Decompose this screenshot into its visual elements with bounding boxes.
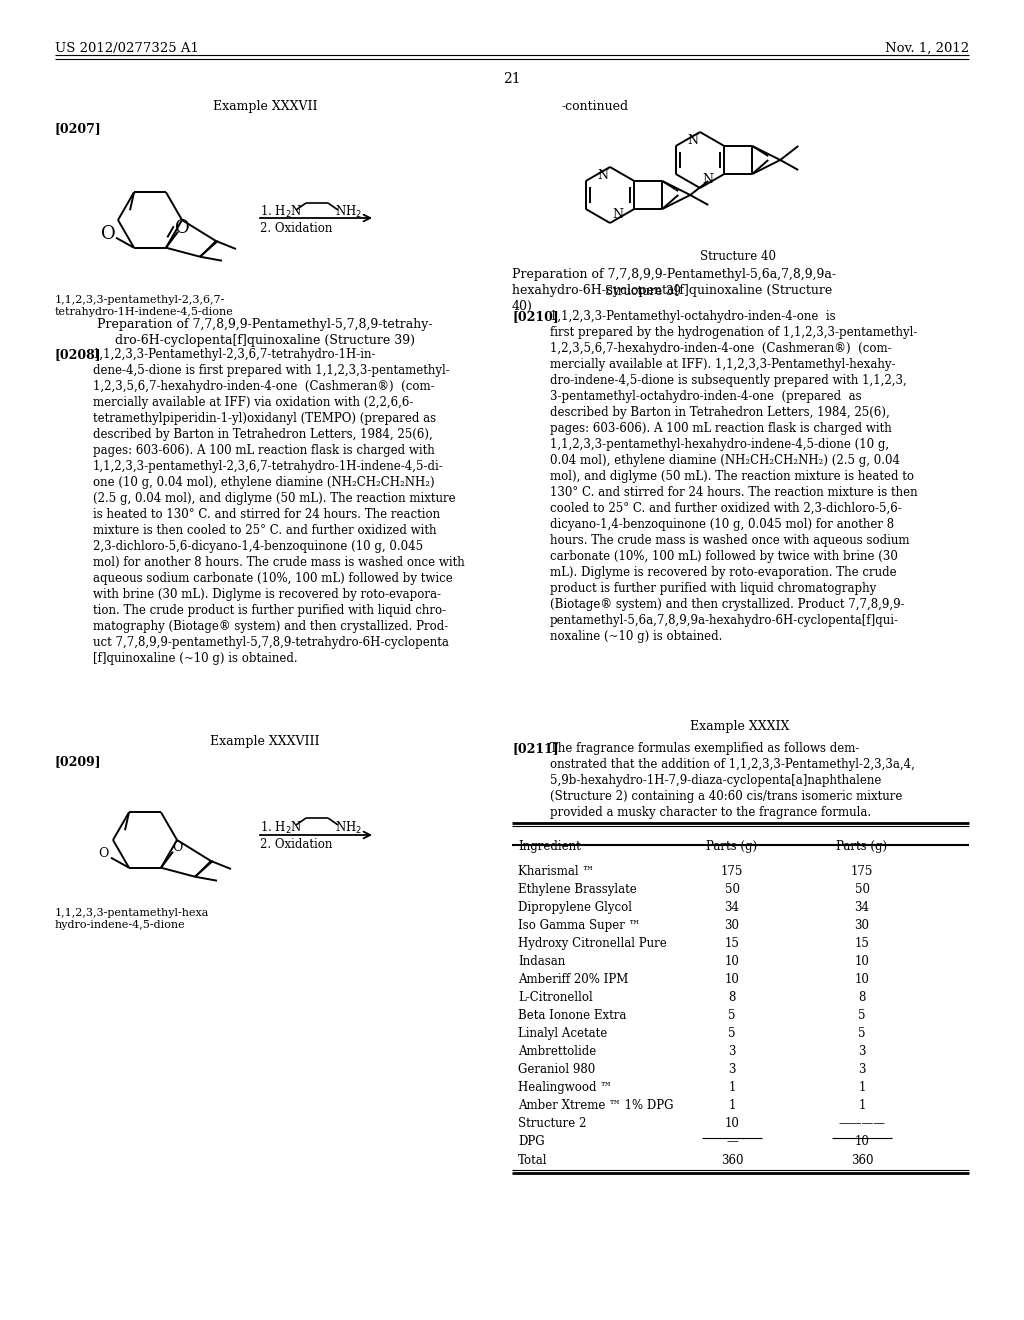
Text: N: N: [597, 169, 608, 182]
Text: 15: 15: [725, 937, 739, 950]
Text: 5: 5: [858, 1027, 865, 1040]
Text: 34: 34: [725, 902, 739, 913]
Text: Ingredient: Ingredient: [518, 840, 581, 853]
Text: 50: 50: [725, 883, 739, 896]
Text: 30: 30: [854, 919, 869, 932]
Text: N: N: [702, 173, 713, 186]
Text: Healingwood ™: Healingwood ™: [518, 1081, 612, 1094]
Text: 10: 10: [725, 954, 739, 968]
Text: 10: 10: [855, 954, 869, 968]
Text: 175: 175: [721, 865, 743, 878]
Text: Example XXXVIII: Example XXXVIII: [210, 735, 319, 748]
Text: O: O: [172, 841, 182, 854]
Text: 175: 175: [851, 865, 873, 878]
Text: Ambrettolide: Ambrettolide: [518, 1045, 596, 1059]
Text: 1. H$_2$N: 1. H$_2$N: [260, 820, 303, 836]
Text: Total: Total: [518, 1154, 548, 1167]
Text: N: N: [612, 209, 623, 220]
Text: 50: 50: [854, 883, 869, 896]
Text: O: O: [100, 224, 116, 243]
Text: 1,1,2,3,3-Pentamethyl-2,3,6,7-tetrahydro-1H-in-
dene-4,5-dione is first prepared: 1,1,2,3,3-Pentamethyl-2,3,6,7-tetrahydro…: [93, 348, 465, 665]
Text: 8: 8: [728, 991, 735, 1005]
Text: Linalyl Acetate: Linalyl Acetate: [518, 1027, 607, 1040]
Text: N: N: [687, 135, 698, 147]
Text: US 2012/0277325 A1: US 2012/0277325 A1: [55, 42, 199, 55]
Text: Indasan: Indasan: [518, 954, 565, 968]
Text: Structure 39: Structure 39: [605, 285, 681, 298]
Text: NH$_2$: NH$_2$: [335, 820, 362, 836]
Text: [0211]: [0211]: [512, 742, 559, 755]
Text: 1: 1: [728, 1100, 735, 1111]
Text: -continued: -continued: [562, 100, 629, 114]
Text: 1,1,2,3,3-pentamethyl-2,3,6,7-
tetrahydro-1H-indene-4,5-dione: 1,1,2,3,3-pentamethyl-2,3,6,7- tetrahydr…: [55, 294, 233, 317]
Text: O: O: [175, 219, 189, 236]
Text: 8: 8: [858, 991, 865, 1005]
Text: 1: 1: [728, 1081, 735, 1094]
Text: 10: 10: [725, 1117, 739, 1130]
Text: 5: 5: [728, 1027, 736, 1040]
Text: Parts (g): Parts (g): [707, 840, 758, 853]
Text: 1,1,2,3,3-Pentamethyl-octahydro-inden-4-one  is
first prepared by the hydrogenat: 1,1,2,3,3-Pentamethyl-octahydro-inden-4-…: [550, 310, 918, 643]
Text: 1,1,2,3,3-pentamethyl-hexa
hydro-indene-4,5-dione: 1,1,2,3,3-pentamethyl-hexa hydro-indene-…: [55, 908, 209, 931]
Text: 5: 5: [858, 1008, 865, 1022]
Text: Structure 40: Structure 40: [700, 249, 776, 263]
Text: Kharismal ™: Kharismal ™: [518, 865, 594, 878]
Text: 3: 3: [858, 1063, 865, 1076]
Text: —: —: [726, 1135, 738, 1148]
Text: [0210]: [0210]: [512, 310, 559, 323]
Text: 3: 3: [858, 1045, 865, 1059]
Text: 1: 1: [858, 1081, 865, 1094]
Text: Beta Ionone Extra: Beta Ionone Extra: [518, 1008, 627, 1022]
Text: 5: 5: [728, 1008, 736, 1022]
Text: 360: 360: [851, 1154, 873, 1167]
Text: Dipropylene Glycol: Dipropylene Glycol: [518, 902, 632, 913]
Text: 21: 21: [503, 73, 521, 86]
Text: Geraniol 980: Geraniol 980: [518, 1063, 595, 1076]
Text: 3: 3: [728, 1063, 736, 1076]
Text: The fragrance formulas exemplified as follows dem-
onstrated that the addition o: The fragrance formulas exemplified as fo…: [550, 742, 914, 818]
Text: [0209]: [0209]: [55, 755, 101, 768]
Text: Example XXXVII: Example XXXVII: [213, 100, 317, 114]
Text: [0208]: [0208]: [55, 348, 101, 360]
Text: Hydroxy Citronellal Pure: Hydroxy Citronellal Pure: [518, 937, 667, 950]
Text: [0207]: [0207]: [55, 121, 101, 135]
Text: 1: 1: [858, 1100, 865, 1111]
Text: 2. Oxidation: 2. Oxidation: [260, 222, 333, 235]
Text: Preparation of 7,7,8,9,9-Pentamethyl-5,6a,7,8,9,9a-
hexahydro-6H-cyclopenta[f]qu: Preparation of 7,7,8,9,9-Pentamethyl-5,6…: [512, 268, 836, 313]
Text: DPG: DPG: [518, 1135, 545, 1148]
Text: 2. Oxidation: 2. Oxidation: [260, 838, 333, 851]
Text: Example XXXIX: Example XXXIX: [690, 719, 790, 733]
Text: Parts (g): Parts (g): [837, 840, 888, 853]
Text: Iso Gamma Super ™: Iso Gamma Super ™: [518, 919, 640, 932]
Text: Ethylene Brassylate: Ethylene Brassylate: [518, 883, 637, 896]
Text: 360: 360: [721, 1154, 743, 1167]
Text: L-Citronellol: L-Citronellol: [518, 991, 593, 1005]
Text: ————: ————: [839, 1117, 886, 1130]
Text: 10: 10: [725, 973, 739, 986]
Text: 10: 10: [855, 1135, 869, 1148]
Text: Amberiff 20% IPM: Amberiff 20% IPM: [518, 973, 629, 986]
Text: Nov. 1, 2012: Nov. 1, 2012: [885, 42, 969, 55]
Text: NH$_2$: NH$_2$: [335, 205, 362, 220]
Text: Amber Xtreme ™ 1% DPG: Amber Xtreme ™ 1% DPG: [518, 1100, 674, 1111]
Text: 15: 15: [855, 937, 869, 950]
Text: 1. H$_2$N: 1. H$_2$N: [260, 205, 303, 220]
Text: 30: 30: [725, 919, 739, 932]
Text: 34: 34: [854, 902, 869, 913]
Text: 10: 10: [855, 973, 869, 986]
Text: O: O: [98, 847, 109, 861]
Text: Structure 2: Structure 2: [518, 1117, 587, 1130]
Text: Preparation of 7,7,8,9,9-Pentamethyl-5,7,8,9-tetrahy-
dro-6H-cyclopenta[f]quinox: Preparation of 7,7,8,9,9-Pentamethyl-5,7…: [97, 318, 433, 347]
Text: 3: 3: [728, 1045, 736, 1059]
